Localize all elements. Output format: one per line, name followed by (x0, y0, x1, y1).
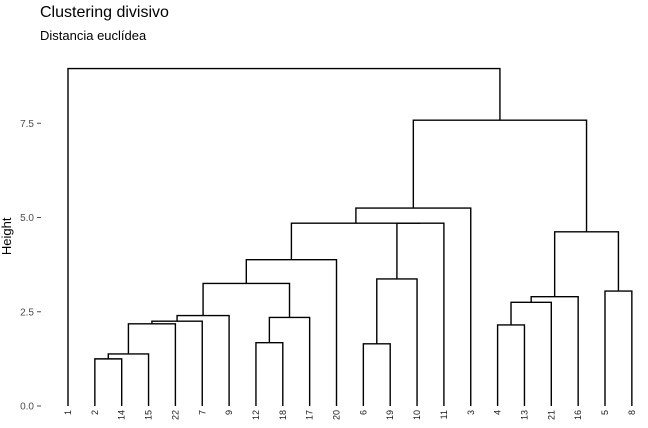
branch-m9 (245, 259, 338, 406)
leaf-label: 15 (144, 410, 154, 420)
y-tick-label: 7.5 (20, 119, 34, 130)
branch-m21 (67, 67, 501, 406)
branch-m19 (553, 231, 620, 297)
leaf-label: 19 (385, 410, 395, 420)
leaf-label: 9 (224, 410, 234, 415)
leaf-label: 2 (90, 410, 100, 415)
leaf-label: 7 (197, 410, 207, 415)
leaf-label: 6 (358, 410, 368, 415)
branch-m7 (268, 316, 311, 406)
branch-m1 (94, 358, 123, 406)
branch-m8 (202, 282, 291, 318)
y-tick-label: 2.5 (20, 307, 34, 318)
branch-m14 (355, 207, 472, 406)
leaf-label: 16 (573, 410, 583, 420)
y-tick-label: 5.0 (20, 213, 34, 224)
branch-m3 (127, 323, 177, 406)
y-axis: 0.0 2.5 5.0 7.5 (20, 119, 41, 413)
leaf-label: 17 (305, 410, 315, 420)
leaf-label: 1 (63, 410, 73, 415)
leaf-label: 5 (600, 410, 610, 415)
leaf-label: 18 (278, 410, 288, 420)
branch-m15 (496, 324, 526, 406)
leaf-label: 21 (546, 410, 556, 420)
leaf-label: 4 (493, 410, 503, 415)
branch-m13 (290, 222, 421, 260)
branch-m5 (176, 314, 230, 406)
branch-m12 (396, 222, 445, 406)
branch-m10 (362, 343, 391, 406)
leaf-label: 20 (332, 410, 342, 420)
branch-m11 (376, 278, 418, 406)
leaf-labels: 1 2 14 15 22 7 9 12 18 17 20 6 19 10 11 3 4 13 21 16 5 8 (63, 410, 637, 420)
leaf-label: 22 (170, 410, 180, 420)
dendrogram-branches (67, 67, 633, 406)
branch-m16 (510, 301, 552, 406)
leaf-label: 10 (412, 410, 422, 420)
leaf-label: 3 (466, 410, 476, 415)
leaf-label: 11 (439, 410, 449, 419)
branch-m18 (604, 290, 633, 406)
y-tick-label: 0.0 (20, 402, 34, 413)
y-axis-title: Height (0, 217, 14, 255)
leaf-label: 14 (117, 410, 127, 420)
leaf-label: 12 (251, 410, 261, 420)
chart-subtitle: Distancia euclídea (40, 28, 147, 43)
branch-m6 (255, 341, 284, 406)
leaf-label: 13 (519, 410, 529, 420)
leaf-label: 8 (627, 410, 637, 415)
branch-m4 (151, 320, 203, 406)
chart-title: Clustering divisivo (40, 4, 169, 21)
branch-m20 (412, 119, 588, 232)
branch-m17 (530, 295, 579, 406)
branch-m2 (107, 353, 150, 406)
